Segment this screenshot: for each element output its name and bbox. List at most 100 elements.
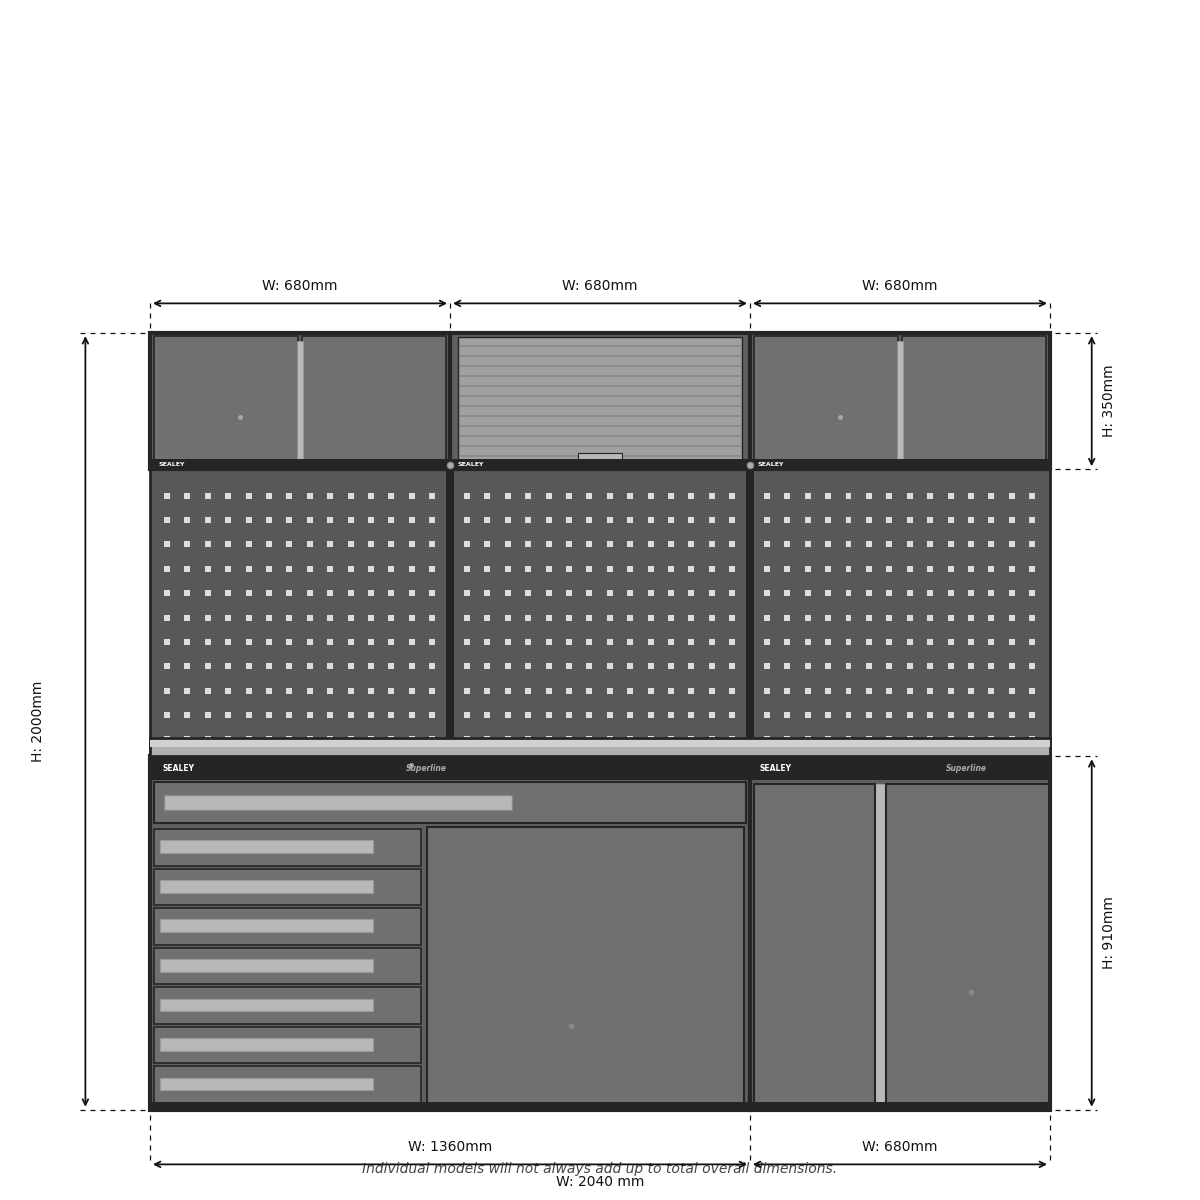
- Bar: [968, 638, 974, 644]
- Bar: [750, 469, 1050, 756]
- Bar: [805, 737, 811, 743]
- Bar: [328, 565, 334, 571]
- Bar: [546, 638, 552, 644]
- Bar: [826, 517, 832, 523]
- Bar: [785, 565, 791, 571]
- Bar: [185, 737, 191, 743]
- Bar: [1009, 614, 1015, 620]
- Bar: [328, 541, 334, 547]
- Bar: [764, 688, 770, 694]
- Bar: [246, 517, 252, 523]
- Bar: [689, 492, 695, 498]
- Bar: [805, 541, 811, 547]
- Bar: [389, 737, 395, 743]
- Bar: [928, 712, 934, 718]
- Bar: [464, 614, 470, 620]
- Bar: [968, 565, 974, 571]
- Bar: [205, 664, 211, 670]
- Bar: [764, 737, 770, 743]
- Bar: [160, 959, 373, 972]
- Bar: [430, 638, 436, 644]
- Bar: [307, 712, 313, 718]
- Bar: [205, 737, 211, 743]
- Bar: [709, 517, 715, 523]
- Bar: [430, 590, 436, 596]
- Bar: [164, 590, 170, 596]
- Bar: [948, 737, 954, 743]
- Text: H: 350mm: H: 350mm: [1102, 365, 1116, 438]
- Bar: [566, 590, 572, 596]
- Bar: [505, 565, 511, 571]
- Bar: [866, 638, 872, 644]
- Bar: [785, 492, 791, 498]
- Bar: [764, 541, 770, 547]
- Bar: [689, 664, 695, 670]
- Bar: [307, 638, 313, 644]
- Bar: [948, 664, 954, 670]
- Bar: [866, 664, 872, 670]
- Bar: [948, 688, 954, 694]
- Bar: [928, 541, 934, 547]
- Bar: [887, 492, 893, 498]
- Bar: [368, 590, 374, 596]
- Bar: [464, 517, 470, 523]
- Bar: [1009, 664, 1015, 670]
- Bar: [928, 517, 934, 523]
- Bar: [164, 796, 512, 810]
- Bar: [785, 664, 791, 670]
- Bar: [526, 737, 532, 743]
- Text: SEALEY: SEALEY: [760, 764, 792, 773]
- Bar: [150, 756, 750, 780]
- Bar: [1009, 590, 1015, 596]
- Text: H: 910mm: H: 910mm: [1102, 896, 1116, 970]
- Bar: [266, 688, 272, 694]
- Bar: [505, 737, 511, 743]
- Bar: [628, 492, 634, 498]
- Bar: [907, 712, 913, 718]
- Bar: [948, 492, 954, 498]
- Bar: [968, 614, 974, 620]
- Bar: [430, 614, 436, 620]
- Bar: [368, 517, 374, 523]
- Text: SEALEY: SEALEY: [758, 462, 785, 467]
- Bar: [154, 1027, 421, 1063]
- Bar: [389, 688, 395, 694]
- Bar: [546, 492, 552, 498]
- Bar: [246, 541, 252, 547]
- Bar: [896, 341, 902, 461]
- Bar: [785, 614, 791, 620]
- Bar: [1009, 712, 1015, 718]
- Bar: [587, 492, 593, 498]
- Bar: [928, 492, 934, 498]
- Bar: [348, 664, 354, 670]
- Bar: [709, 614, 715, 620]
- Bar: [1030, 688, 1036, 694]
- Bar: [526, 712, 532, 718]
- Text: H: 2000mm: H: 2000mm: [31, 680, 44, 762]
- Bar: [485, 541, 491, 547]
- Bar: [154, 1066, 421, 1103]
- Bar: [805, 492, 811, 498]
- Bar: [348, 737, 354, 743]
- Bar: [1009, 565, 1015, 571]
- Bar: [430, 492, 436, 498]
- Bar: [307, 737, 313, 743]
- Bar: [150, 738, 1050, 756]
- Bar: [226, 664, 232, 670]
- Bar: [989, 590, 995, 596]
- Bar: [430, 664, 436, 670]
- Bar: [226, 517, 232, 523]
- Bar: [948, 614, 954, 620]
- Bar: [805, 638, 811, 644]
- Bar: [746, 469, 754, 756]
- Bar: [928, 590, 934, 596]
- Bar: [989, 614, 995, 620]
- Bar: [526, 614, 532, 620]
- Bar: [668, 541, 674, 547]
- Bar: [505, 517, 511, 523]
- Bar: [887, 590, 893, 596]
- Bar: [628, 590, 634, 596]
- Bar: [866, 565, 872, 571]
- Bar: [730, 590, 736, 596]
- Bar: [785, 541, 791, 547]
